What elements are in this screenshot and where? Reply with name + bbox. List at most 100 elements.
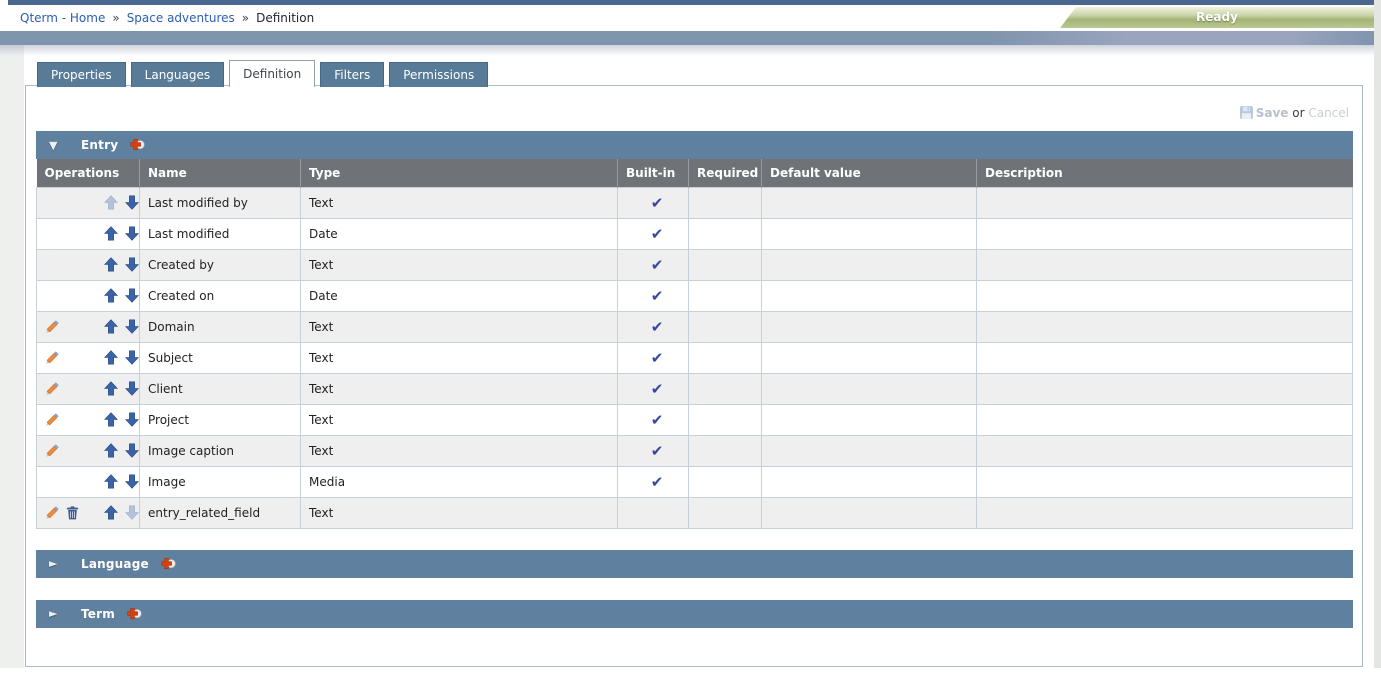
field-type-cell: Text [300, 403, 618, 436]
table-row: entry_related_field Text [36, 496, 1353, 529]
status-bar: Ready [1060, 7, 1374, 28]
edit-pencil-icon[interactable] [45, 350, 60, 365]
move-up-icon[interactable] [104, 350, 118, 365]
move-down-icon[interactable] [125, 381, 139, 396]
field-name-cell: Image caption [139, 434, 301, 467]
section-header-term[interactable]: ► Term [36, 599, 1353, 628]
description-cell [976, 465, 1353, 498]
edit-pencil-icon[interactable] [45, 443, 60, 458]
operations-cell [36, 217, 140, 250]
cancel-button[interactable]: Cancel [1308, 106, 1349, 120]
edit-pencil-icon[interactable] [45, 381, 60, 396]
move-down-icon[interactable] [125, 257, 139, 272]
move-down-icon[interactable] [125, 412, 139, 427]
description-cell [976, 372, 1353, 405]
built-in-check-icon: ✔ [650, 193, 664, 212]
tab-bar: Properties Languages Definition Filters Perm… [37, 60, 489, 87]
field-name-cell: Last modified [139, 217, 301, 250]
move-down-icon[interactable] [125, 474, 139, 489]
move-up-icon[interactable] [104, 288, 118, 303]
tab-properties[interactable]: Properties [37, 62, 126, 87]
field-type-cell: Text [300, 310, 618, 343]
default-value-cell [761, 310, 977, 343]
move-down-icon [125, 505, 139, 520]
move-down-icon[interactable] [125, 350, 139, 365]
column-header: Description [976, 159, 1353, 187]
edit-pencil-icon[interactable] [45, 412, 60, 427]
breadcrumb-link[interactable]: Qterm - Home [20, 11, 106, 25]
save-button[interactable]: Save [1255, 106, 1289, 120]
header-divider-shadow [0, 45, 1374, 56]
move-down-icon[interactable] [125, 288, 139, 303]
required-cell [688, 372, 762, 405]
delete-trash-icon[interactable] [66, 505, 79, 520]
required-cell [688, 217, 762, 250]
operations-cell [36, 434, 140, 467]
move-up-icon[interactable] [104, 319, 118, 334]
default-value-cell [761, 217, 977, 250]
table-row: Created by Text ✔ [36, 248, 1353, 281]
default-value-cell [761, 403, 977, 436]
built-in-check-icon: ✔ [650, 441, 664, 460]
move-down-icon[interactable] [125, 443, 139, 458]
tab-definition[interactable]: Definition [229, 60, 316, 87]
tab-permissions[interactable]: Permissions [389, 62, 489, 87]
field-name-cell: Domain [139, 310, 301, 343]
description-cell [976, 496, 1353, 529]
move-down-icon[interactable] [125, 195, 139, 210]
collapse-triangle-icon[interactable]: ► [49, 607, 58, 620]
required-cell [688, 496, 762, 529]
tab-languages[interactable]: Languages [130, 62, 225, 87]
move-up-icon[interactable] [104, 505, 118, 520]
collapse-triangle-icon[interactable]: ▼ [49, 138, 58, 152]
header-divider-bar [0, 31, 1374, 45]
operations-cell [36, 496, 140, 529]
built-in-cell: ✔ [617, 403, 689, 436]
section-header-language[interactable]: ► Language [36, 549, 1353, 578]
add-icon[interactable] [160, 556, 176, 572]
move-up-icon[interactable] [104, 474, 118, 489]
built-in-cell: ✔ [617, 186, 689, 219]
table-row: Image Media ✔ [36, 465, 1353, 498]
move-up-icon[interactable] [104, 226, 118, 241]
field-type-cell: Text [300, 341, 618, 374]
default-value-cell [761, 372, 977, 405]
column-header: Name [139, 159, 301, 187]
section-header-entry[interactable]: ▼ Entry [36, 131, 1353, 159]
field-type-cell: Text [300, 186, 618, 219]
built-in-cell: ✔ [617, 310, 689, 343]
built-in-cell: ✔ [617, 217, 689, 250]
table-row: Domain Text ✔ [36, 310, 1353, 343]
description-cell [976, 403, 1353, 436]
add-icon[interactable] [126, 606, 142, 622]
table-header-row: Operations Name Type Built-in Required Defaul… [36, 159, 1353, 187]
tab-filters[interactable]: Filters [320, 62, 385, 87]
move-up-icon[interactable] [104, 381, 118, 396]
field-name-cell: Subject [139, 341, 301, 374]
operations-cell [36, 279, 140, 312]
default-value-cell [761, 465, 977, 498]
move-up-icon[interactable] [104, 257, 118, 272]
built-in-cell: ✔ [617, 372, 689, 405]
move-down-icon[interactable] [125, 226, 139, 241]
move-down-icon[interactable] [125, 319, 139, 334]
built-in-check-icon: ✔ [650, 472, 664, 491]
breadcrumb-current: Definition [256, 11, 315, 25]
section-title: Term [81, 606, 115, 621]
breadcrumb-link[interactable]: Space adventures [126, 11, 235, 25]
move-up-icon [104, 195, 118, 210]
collapse-triangle-icon[interactable]: ► [49, 557, 58, 570]
field-name-cell: Last modified by [139, 186, 301, 219]
add-icon[interactable] [129, 137, 145, 153]
status-text: Ready [1196, 10, 1238, 24]
column-header: Default value [761, 159, 977, 187]
move-up-icon[interactable] [104, 443, 118, 458]
built-in-check-icon: ✔ [650, 317, 664, 336]
edit-pencil-icon[interactable] [45, 505, 60, 520]
edit-pencil-icon[interactable] [45, 319, 60, 334]
built-in-check-icon: ✔ [650, 224, 664, 243]
table-row: Image caption Text ✔ [36, 434, 1353, 467]
default-value-cell [761, 279, 977, 312]
move-up-icon[interactable] [104, 412, 118, 427]
